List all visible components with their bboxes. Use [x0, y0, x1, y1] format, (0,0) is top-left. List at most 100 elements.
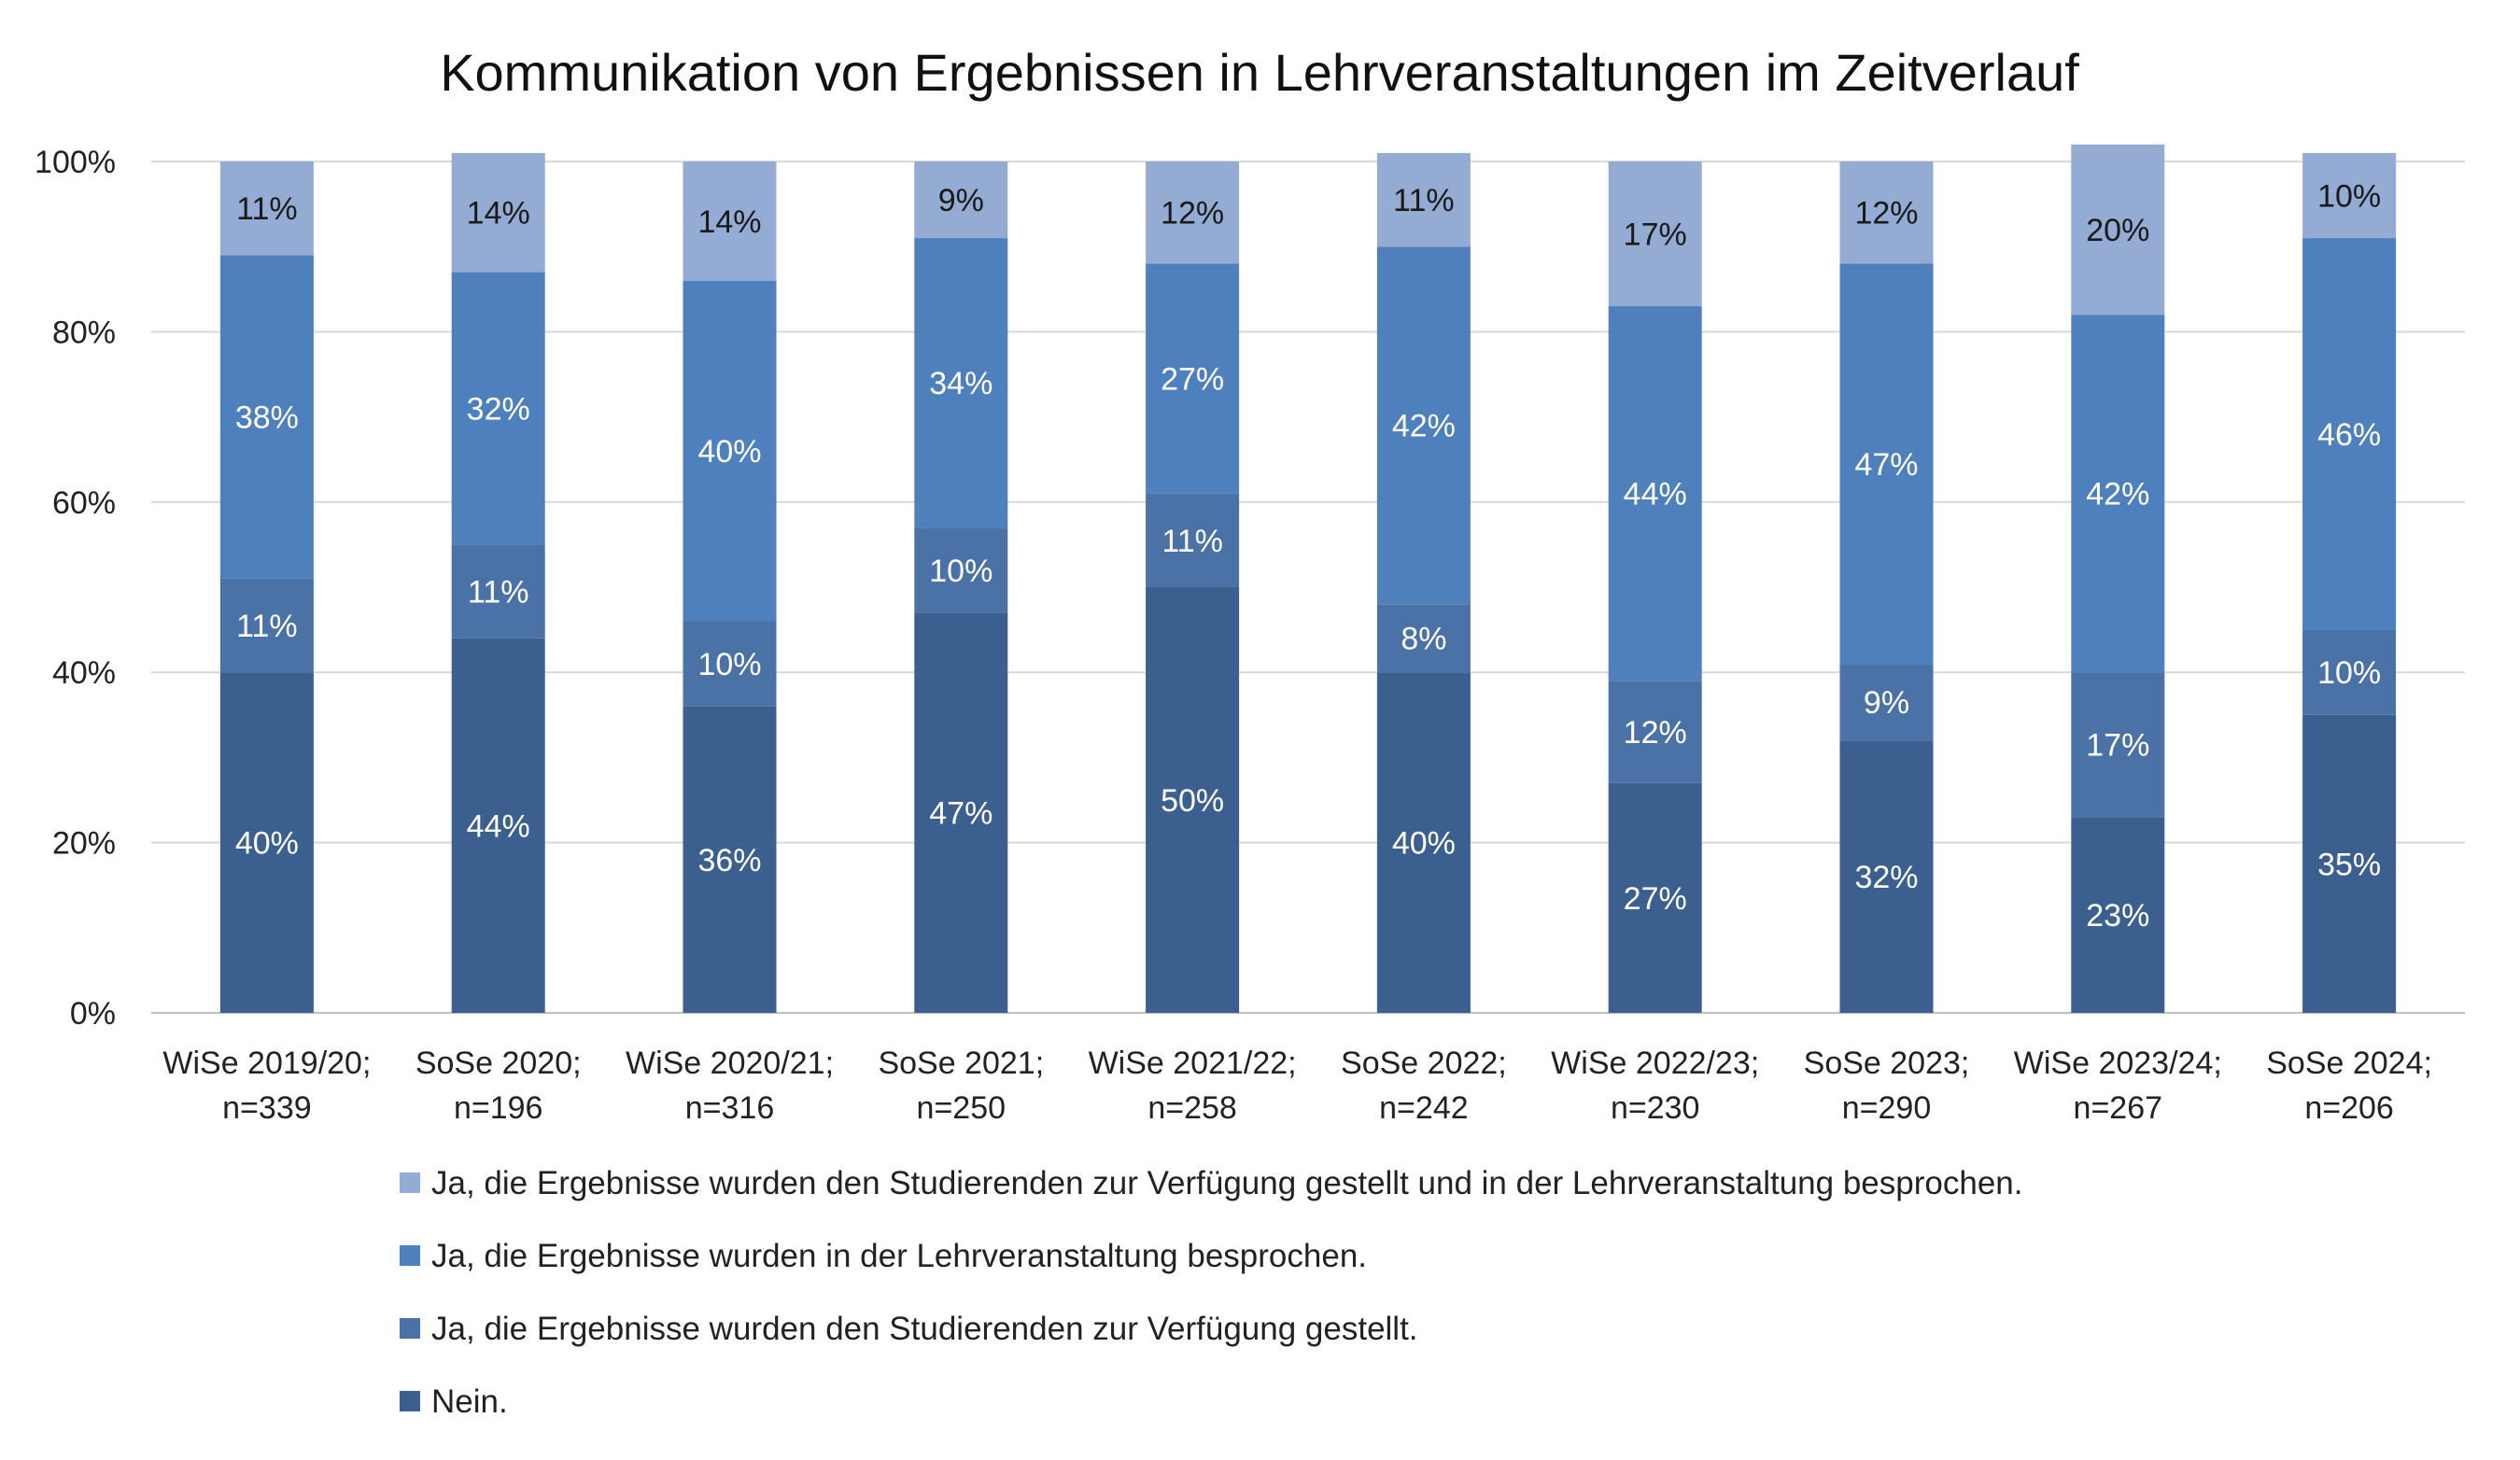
data-label: 38%	[235, 400, 299, 436]
bar-segment	[2302, 152, 2397, 239]
bar-segment	[683, 621, 777, 707]
bar-stack: 35% 10% 46% 10%	[2302, 152, 2397, 1013]
x-tick-label: n=230	[1611, 1090, 1700, 1126]
x-tick-label: WiSe 2022/23;	[1551, 1046, 1759, 1081]
x-tick-label: SoSe 2021;	[878, 1046, 1044, 1081]
bars: 40% 11% 38% 11% 44% 11% 32% 14% 36% 10% 40% 14% 47% 1…	[219, 144, 2397, 1013]
bar-segment	[1839, 740, 1934, 1013]
legend: Ja, die Ergebnisse wurden den Studierend…	[400, 1165, 2022, 1420]
x-tick-label: n=196	[454, 1090, 543, 1126]
bar-segment	[1608, 161, 1702, 307]
x-tick-label: n=267	[2074, 1090, 2163, 1126]
bar-segment	[683, 161, 777, 281]
bar-stack: 36% 10% 40% 14%	[683, 161, 777, 1013]
data-label: 47%	[929, 796, 993, 832]
data-label: 9%	[938, 183, 984, 218]
legend-swatch	[400, 1172, 420, 1193]
bar-segment	[1608, 306, 1702, 681]
data-label: 11%	[236, 191, 298, 227]
bar-segment	[451, 544, 545, 639]
data-label: 10%	[2317, 178, 2381, 214]
data-label: 14%	[697, 204, 761, 240]
data-label: 20%	[2086, 213, 2149, 248]
x-tick-label: n=206	[2304, 1090, 2394, 1126]
bar-segment	[1376, 604, 1471, 673]
data-label: 27%	[1161, 362, 1224, 398]
bar-stack: 40% 8% 42% 11%	[1376, 152, 1471, 1013]
bar-segment	[1376, 672, 1471, 1013]
x-tick-label: SoSe 2022;	[1341, 1046, 1507, 1081]
x-tick-label: n=316	[685, 1090, 775, 1126]
bar-segment	[1376, 246, 1471, 605]
bar-segment	[1146, 493, 1240, 587]
data-label: 42%	[2086, 477, 2149, 512]
y-tick-label: 60%	[52, 485, 116, 521]
data-label: 35%	[2317, 847, 2381, 882]
bar-stack: 47% 10% 34% 9%	[914, 161, 1008, 1013]
bar-segment	[1839, 664, 1934, 741]
x-tick-label: WiSe 2019/20;	[162, 1046, 371, 1081]
x-tick-label: SoSe 2023;	[1804, 1046, 1970, 1081]
data-label: 40%	[697, 434, 761, 470]
data-label: 44%	[1624, 477, 1687, 512]
x-tick-label: WiSe 2021/22;	[1089, 1046, 1297, 1081]
legend-item: Ja, die Ergebnisse wurden den Studierend…	[400, 1165, 2022, 1201]
y-tick-label: 40%	[52, 655, 116, 691]
data-label: 40%	[1392, 826, 1456, 862]
bar-stack: 40% 11% 38% 11%	[219, 161, 314, 1013]
data-label: 12%	[1161, 196, 1224, 232]
bar-segment	[1839, 263, 1934, 665]
bar-segment	[451, 152, 545, 273]
bar-stack: 44% 11% 32% 14%	[451, 152, 545, 1013]
data-label: 23%	[2086, 898, 2149, 934]
x-tick-label: WiSe 2020/21;	[626, 1046, 834, 1081]
data-label: 42%	[1392, 409, 1456, 444]
bar-stack: 27% 12% 44% 17%	[1608, 161, 1702, 1013]
bar-segment	[1146, 587, 1240, 1013]
legend-label: Ja, die Ergebnisse wurden in der Lehrver…	[431, 1238, 1367, 1274]
data-label: 47%	[1854, 447, 1918, 483]
data-label: 32%	[1854, 860, 1918, 895]
chart-title: Kommunikation von Ergebnissen in Lehrver…	[440, 43, 2079, 102]
bar-stack: 32% 9% 47% 12%	[1839, 161, 1934, 1013]
x-axis: WiSe 2019/20; n=339 SoSe 2020; n=196 WiSe 20…	[162, 1046, 2432, 1126]
bar-stack: 50% 11% 27% 12%	[1146, 161, 1240, 1013]
data-label: 27%	[1624, 881, 1687, 917]
bar-segment	[914, 238, 1008, 528]
data-label: 10%	[697, 647, 761, 682]
data-label: 50%	[1161, 783, 1224, 819]
legend-swatch	[400, 1245, 420, 1266]
y-axis: 0% 20% 40% 60% 80% 100%	[35, 145, 116, 1032]
x-tick-label: SoSe 2020;	[415, 1046, 582, 1081]
bar-segment	[451, 272, 545, 545]
bar-segment	[914, 161, 1008, 239]
x-tick-label: n=258	[1147, 1090, 1237, 1126]
data-label: 17%	[1624, 218, 1687, 253]
bar-segment	[1608, 681, 1702, 783]
bar-segment	[2071, 315, 2165, 673]
legend-label: Ja, die Ergebnisse wurden den Studierend…	[431, 1165, 2022, 1201]
bar-segment	[2302, 714, 2397, 1013]
x-tick-label: WiSe 2023/24;	[2014, 1046, 2222, 1081]
bar-segment	[1839, 161, 1934, 264]
x-tick-label: n=250	[917, 1090, 1007, 1126]
x-tick-label: n=290	[1842, 1090, 1932, 1126]
y-tick-label: 20%	[52, 826, 116, 862]
data-label: 9%	[1864, 685, 1909, 721]
data-label: 11%	[1161, 524, 1223, 559]
bar-segment	[914, 612, 1008, 1013]
data-label: 11%	[236, 609, 298, 644]
bar-segment	[2071, 144, 2165, 316]
bar-segment	[219, 161, 314, 256]
data-label: 34%	[929, 366, 993, 401]
data-label: 12%	[1624, 715, 1687, 751]
bar-segment	[451, 638, 545, 1013]
data-label: 44%	[467, 808, 530, 844]
data-label: 12%	[1854, 196, 1918, 232]
x-tick-label: n=339	[222, 1090, 312, 1126]
y-tick-label: 100%	[35, 145, 116, 180]
legend-item: Nein.	[400, 1383, 508, 1420]
legend-label: Ja, die Ergebnisse wurden den Studierend…	[431, 1311, 1418, 1347]
bar-segment	[683, 706, 777, 1013]
